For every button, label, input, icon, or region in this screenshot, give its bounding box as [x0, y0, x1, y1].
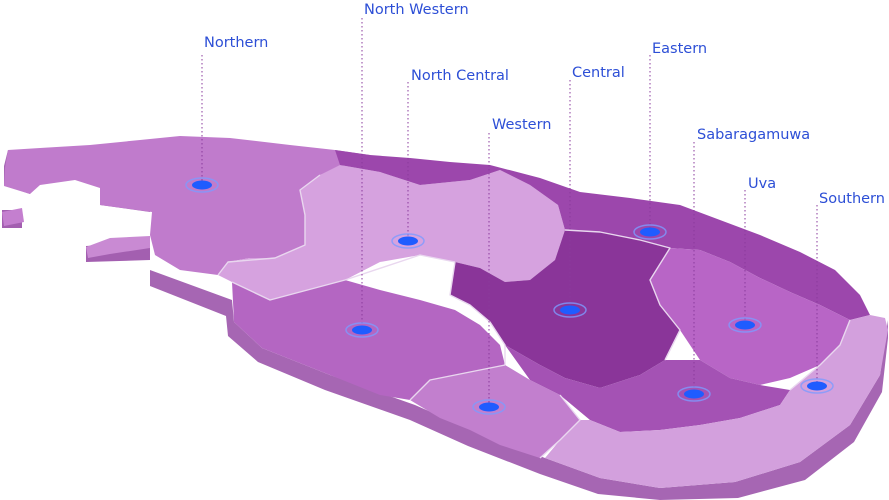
marker-central[interactable]: [553, 302, 587, 318]
province-regions: [4, 136, 888, 488]
label-north-western: North Western: [364, 2, 469, 18]
label-eastern: Eastern: [652, 41, 707, 57]
label-southern: Southern: [819, 191, 885, 207]
marker-uva[interactable]: [728, 317, 762, 333]
label-northern: Northern: [204, 35, 268, 51]
marker-southern[interactable]: [800, 378, 834, 394]
marker-eastern[interactable]: [633, 224, 667, 240]
marker-western[interactable]: [472, 399, 506, 415]
region-northern: [4, 136, 370, 275]
marker-sabaragamuwa[interactable]: [677, 386, 711, 402]
marker-northern[interactable]: [185, 177, 219, 193]
label-western: Western: [492, 117, 551, 133]
label-uva: Uva: [748, 176, 776, 192]
label-sabaragamuwa: Sabaragamuwa: [697, 127, 810, 143]
label-central: Central: [572, 65, 625, 81]
region-sabaragamuwa: [505, 345, 790, 432]
region-uva: [650, 248, 850, 385]
region-western: [410, 365, 580, 458]
small-islands: [2, 208, 150, 258]
region-eastern: [335, 150, 870, 320]
marker-north-central[interactable]: [391, 233, 425, 249]
marker-north-western[interactable]: [345, 322, 379, 338]
region-southern: [545, 315, 888, 488]
region-north-central: [218, 165, 565, 300]
province-labels: Northern North Western North Central Wes…: [204, 2, 885, 207]
region-north-western: [232, 280, 505, 400]
location-markers: [185, 177, 834, 415]
province-borders: [217, 174, 851, 459]
label-north-central: North Central: [411, 68, 509, 84]
leader-lines: [201, 18, 818, 406]
